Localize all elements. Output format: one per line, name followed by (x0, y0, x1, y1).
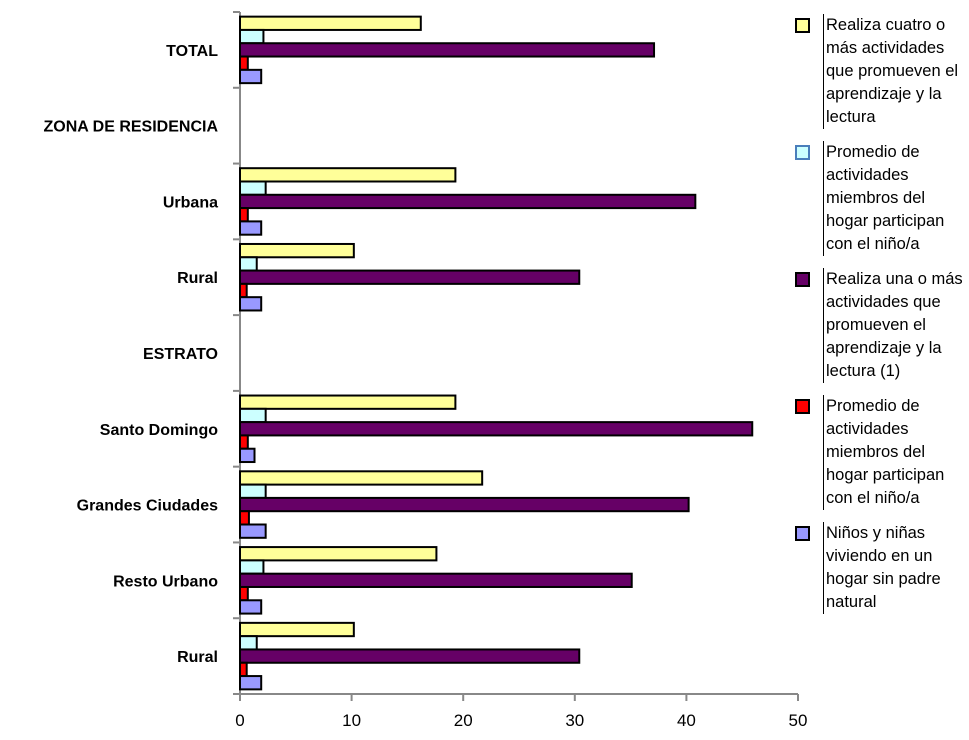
bar (239, 648, 581, 664)
legend-swatch (795, 272, 810, 287)
x-tick-label: 40 (677, 711, 696, 730)
bar (239, 546, 438, 562)
chart-legend: Realiza cuatro o más actividades que pro… (795, 14, 969, 626)
category-label: Santo Domingo (100, 422, 218, 439)
bar (239, 55, 249, 71)
legend-label: Promedio de actividades miembros del hog… (823, 141, 969, 256)
category-label: Urbana (163, 194, 218, 211)
bar (239, 661, 248, 678)
bar (239, 621, 355, 638)
bar (239, 207, 249, 223)
legend-swatch (795, 399, 810, 414)
category-label: TOTAL (166, 43, 218, 60)
bar (239, 256, 258, 272)
legend-item: Realiza una o más actividades que promue… (795, 268, 969, 383)
legend-label: Realiza una o más actividades que promue… (823, 268, 969, 383)
legend-label: Realiza cuatro o más actividades que pro… (823, 14, 969, 129)
x-tick-label: 20 (454, 711, 473, 730)
bar (239, 434, 249, 450)
x-tick-label: 10 (342, 711, 361, 730)
chart-bars (239, 15, 754, 691)
category-label: ZONA DE RESIDENCIA (43, 119, 218, 136)
bar (239, 635, 258, 651)
chart-axes (233, 11, 799, 701)
bar (239, 193, 697, 210)
bar (239, 585, 249, 602)
bar (239, 483, 267, 499)
bar (239, 394, 457, 410)
legend-item: Niños y niñas viviendo en un hogar sin p… (795, 522, 969, 614)
legend-swatch (795, 526, 810, 541)
category-label: Resto Urbano (113, 573, 218, 590)
legend-swatch (795, 145, 810, 160)
bar (239, 572, 633, 588)
bar (239, 269, 581, 285)
bar (239, 510, 250, 526)
bar (239, 42, 656, 58)
category-label: Rural (177, 649, 218, 666)
bar (239, 28, 265, 45)
bar (239, 282, 248, 299)
bar (239, 675, 263, 691)
x-tick-label: 0 (235, 711, 244, 730)
bar (239, 220, 263, 236)
bar (239, 470, 484, 486)
chart-labels: 0 10 20 30 40 50 TOTAL ZONA DE RESIDENCIA Urbana… (43, 43, 807, 730)
bar (239, 599, 263, 615)
legend-label: Promedio de actividades miembros del hog… (823, 395, 969, 510)
x-tick-label: 50 (789, 711, 808, 730)
bar (239, 167, 457, 183)
bar (239, 180, 267, 196)
category-label: Rural (177, 270, 218, 287)
bar (239, 496, 690, 513)
bar (239, 559, 265, 575)
bar (239, 407, 267, 424)
category-label: Grandes Ciudades (77, 498, 218, 515)
bar (239, 447, 256, 464)
bar (239, 68, 263, 85)
legend-item: Promedio de actividades miembros del hog… (795, 395, 969, 510)
bar (239, 523, 267, 539)
bar (239, 242, 355, 259)
category-label: ESTRATO (143, 346, 218, 363)
legend-item: Promedio de actividades miembros del hog… (795, 141, 969, 256)
legend-item: Realiza cuatro o más actividades que pro… (795, 14, 969, 129)
legend-swatch (795, 18, 810, 33)
legend-label: Niños y niñas viviendo en un hogar sin p… (823, 522, 969, 614)
bar (239, 296, 263, 312)
bar (239, 421, 754, 437)
bar (239, 15, 422, 31)
x-tick-label: 30 (565, 711, 584, 730)
